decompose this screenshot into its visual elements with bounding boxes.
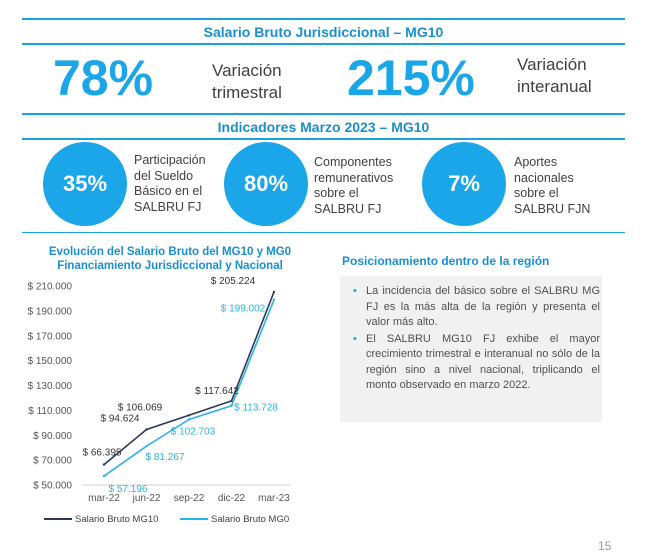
indicator-circle-2: 80% [224, 142, 308, 226]
x-tick-label: sep-22 [174, 493, 205, 504]
kpi-quarterly-value: 78% [53, 50, 154, 106]
y-tick-label: $ 170.000 [28, 331, 73, 342]
x-tick-label: mar-22 [88, 493, 120, 504]
indicators-title: Indicadores Marzo 2023 – MG10 [217, 119, 430, 135]
indicator-desc-2: Componentes remunerativos sobre el SALBR… [314, 155, 394, 216]
x-tick-label: mar-23 [258, 493, 290, 504]
top-rule [22, 18, 625, 20]
chart-title-line2: Financiamiento Jurisdiccional y Nacional [57, 260, 283, 272]
series-line-mg0 [103, 299, 275, 477]
data-point-mg10 [187, 414, 191, 417]
data-point-mg0 [102, 474, 106, 478]
indicator-desc-1: Participación del Sueldo Básico en el SA… [134, 153, 206, 214]
header-rule [22, 43, 625, 45]
data-label-mg10: $ 106.069 [118, 402, 163, 413]
y-tick-label: $ 70.000 [33, 456, 72, 467]
legend-mg0-swatch [180, 518, 208, 521]
indicator-desc-3: Aportes nacionales sobre el SALBRU FJN [514, 155, 591, 216]
data-point-mg0 [230, 404, 233, 407]
data-point-mg10 [272, 290, 276, 294]
series-line-mg10 [103, 291, 275, 466]
data-label-mg10: $ 66.395 [83, 448, 122, 459]
data-label-mg0: $ 113.728 [234, 403, 278, 414]
data-point-mg10 [145, 428, 148, 431]
indicator-circle-3: 7% [422, 142, 506, 226]
legend-mg0: Salario Bruto MG0 [180, 514, 289, 525]
data-point-mg0 [187, 418, 191, 421]
region-panel: La incidencia del básico sobre el SALBRU… [340, 276, 602, 422]
data-label-mg0: $ 102.703 [171, 426, 216, 437]
y-tick-label: $ 130.000 [28, 381, 73, 392]
data-label-mg10: $ 117.642 [195, 386, 239, 397]
data-label-mg10: $ 94.624 [101, 413, 140, 424]
legend-mg10: Salario Bruto MG10 [44, 514, 158, 525]
data-label-mg0: $ 57.196 [109, 484, 148, 495]
y-tick-label: $ 210.000 [28, 282, 73, 293]
kpi-annual-label: Variación interanual [517, 54, 592, 98]
indicator-circle-1: 35% [43, 142, 127, 226]
legend-mg0-label: Salario Bruto MG0 [211, 514, 290, 525]
lower-rule [22, 232, 625, 233]
y-tick-label: $ 90.000 [33, 431, 72, 442]
y-tick-label: $ 150.000 [28, 356, 73, 367]
data-label-mg0: $ 199.002 [221, 304, 266, 315]
kpi-annual-label-line2: interanual [517, 77, 592, 96]
kpi-annual-value: 215% [347, 50, 475, 106]
chart-title-line1: Evolución del Salario Bruto del MG10 y M… [48, 246, 292, 258]
chart-title: Evolución del Salario Bruto del MG10 y M… [20, 245, 320, 273]
y-tick-label: $ 190.000 [28, 306, 73, 317]
legend-mg10-label: Salario Bruto MG10 [75, 514, 159, 525]
region-title: Posicionamiento dentro de la región [342, 254, 550, 268]
page-number: 15 [598, 539, 612, 553]
kpi-quarterly-label: Variación trimestral [212, 60, 282, 104]
y-tick-label: $ 110.000 [28, 406, 72, 417]
kpi-quarterly-label-line1: Variación [212, 61, 282, 80]
page-title: Salario Bruto Jurisdiccional – MG10 [203, 24, 444, 40]
data-point-mg10 [230, 399, 233, 403]
x-tick-label: jun-22 [132, 493, 161, 504]
region-bullet-2: El SALBRU MG10 FJ exhibe el mayor crecim… [353, 332, 600, 394]
data-point-mg0 [272, 298, 276, 301]
x-tick-label: dic-22 [218, 493, 246, 504]
kpi-annual-label-line1: Variación [517, 55, 587, 74]
data-label-mg0: $ 81.267 [146, 452, 185, 463]
data-label-mg10: $ 205.224 [211, 276, 256, 287]
indicators-top-rule [22, 113, 625, 115]
indicators-rule [22, 138, 625, 140]
region-bullet-1: La incidencia del básico sobre el SALBRU… [353, 284, 600, 331]
legend-mg10-swatch [44, 518, 72, 521]
kpi-quarterly-label-line2: trimestral [212, 83, 282, 102]
data-point-mg0 [145, 444, 148, 448]
data-point-mg10 [102, 463, 106, 466]
y-tick-label: $ 50.000 [33, 481, 72, 492]
